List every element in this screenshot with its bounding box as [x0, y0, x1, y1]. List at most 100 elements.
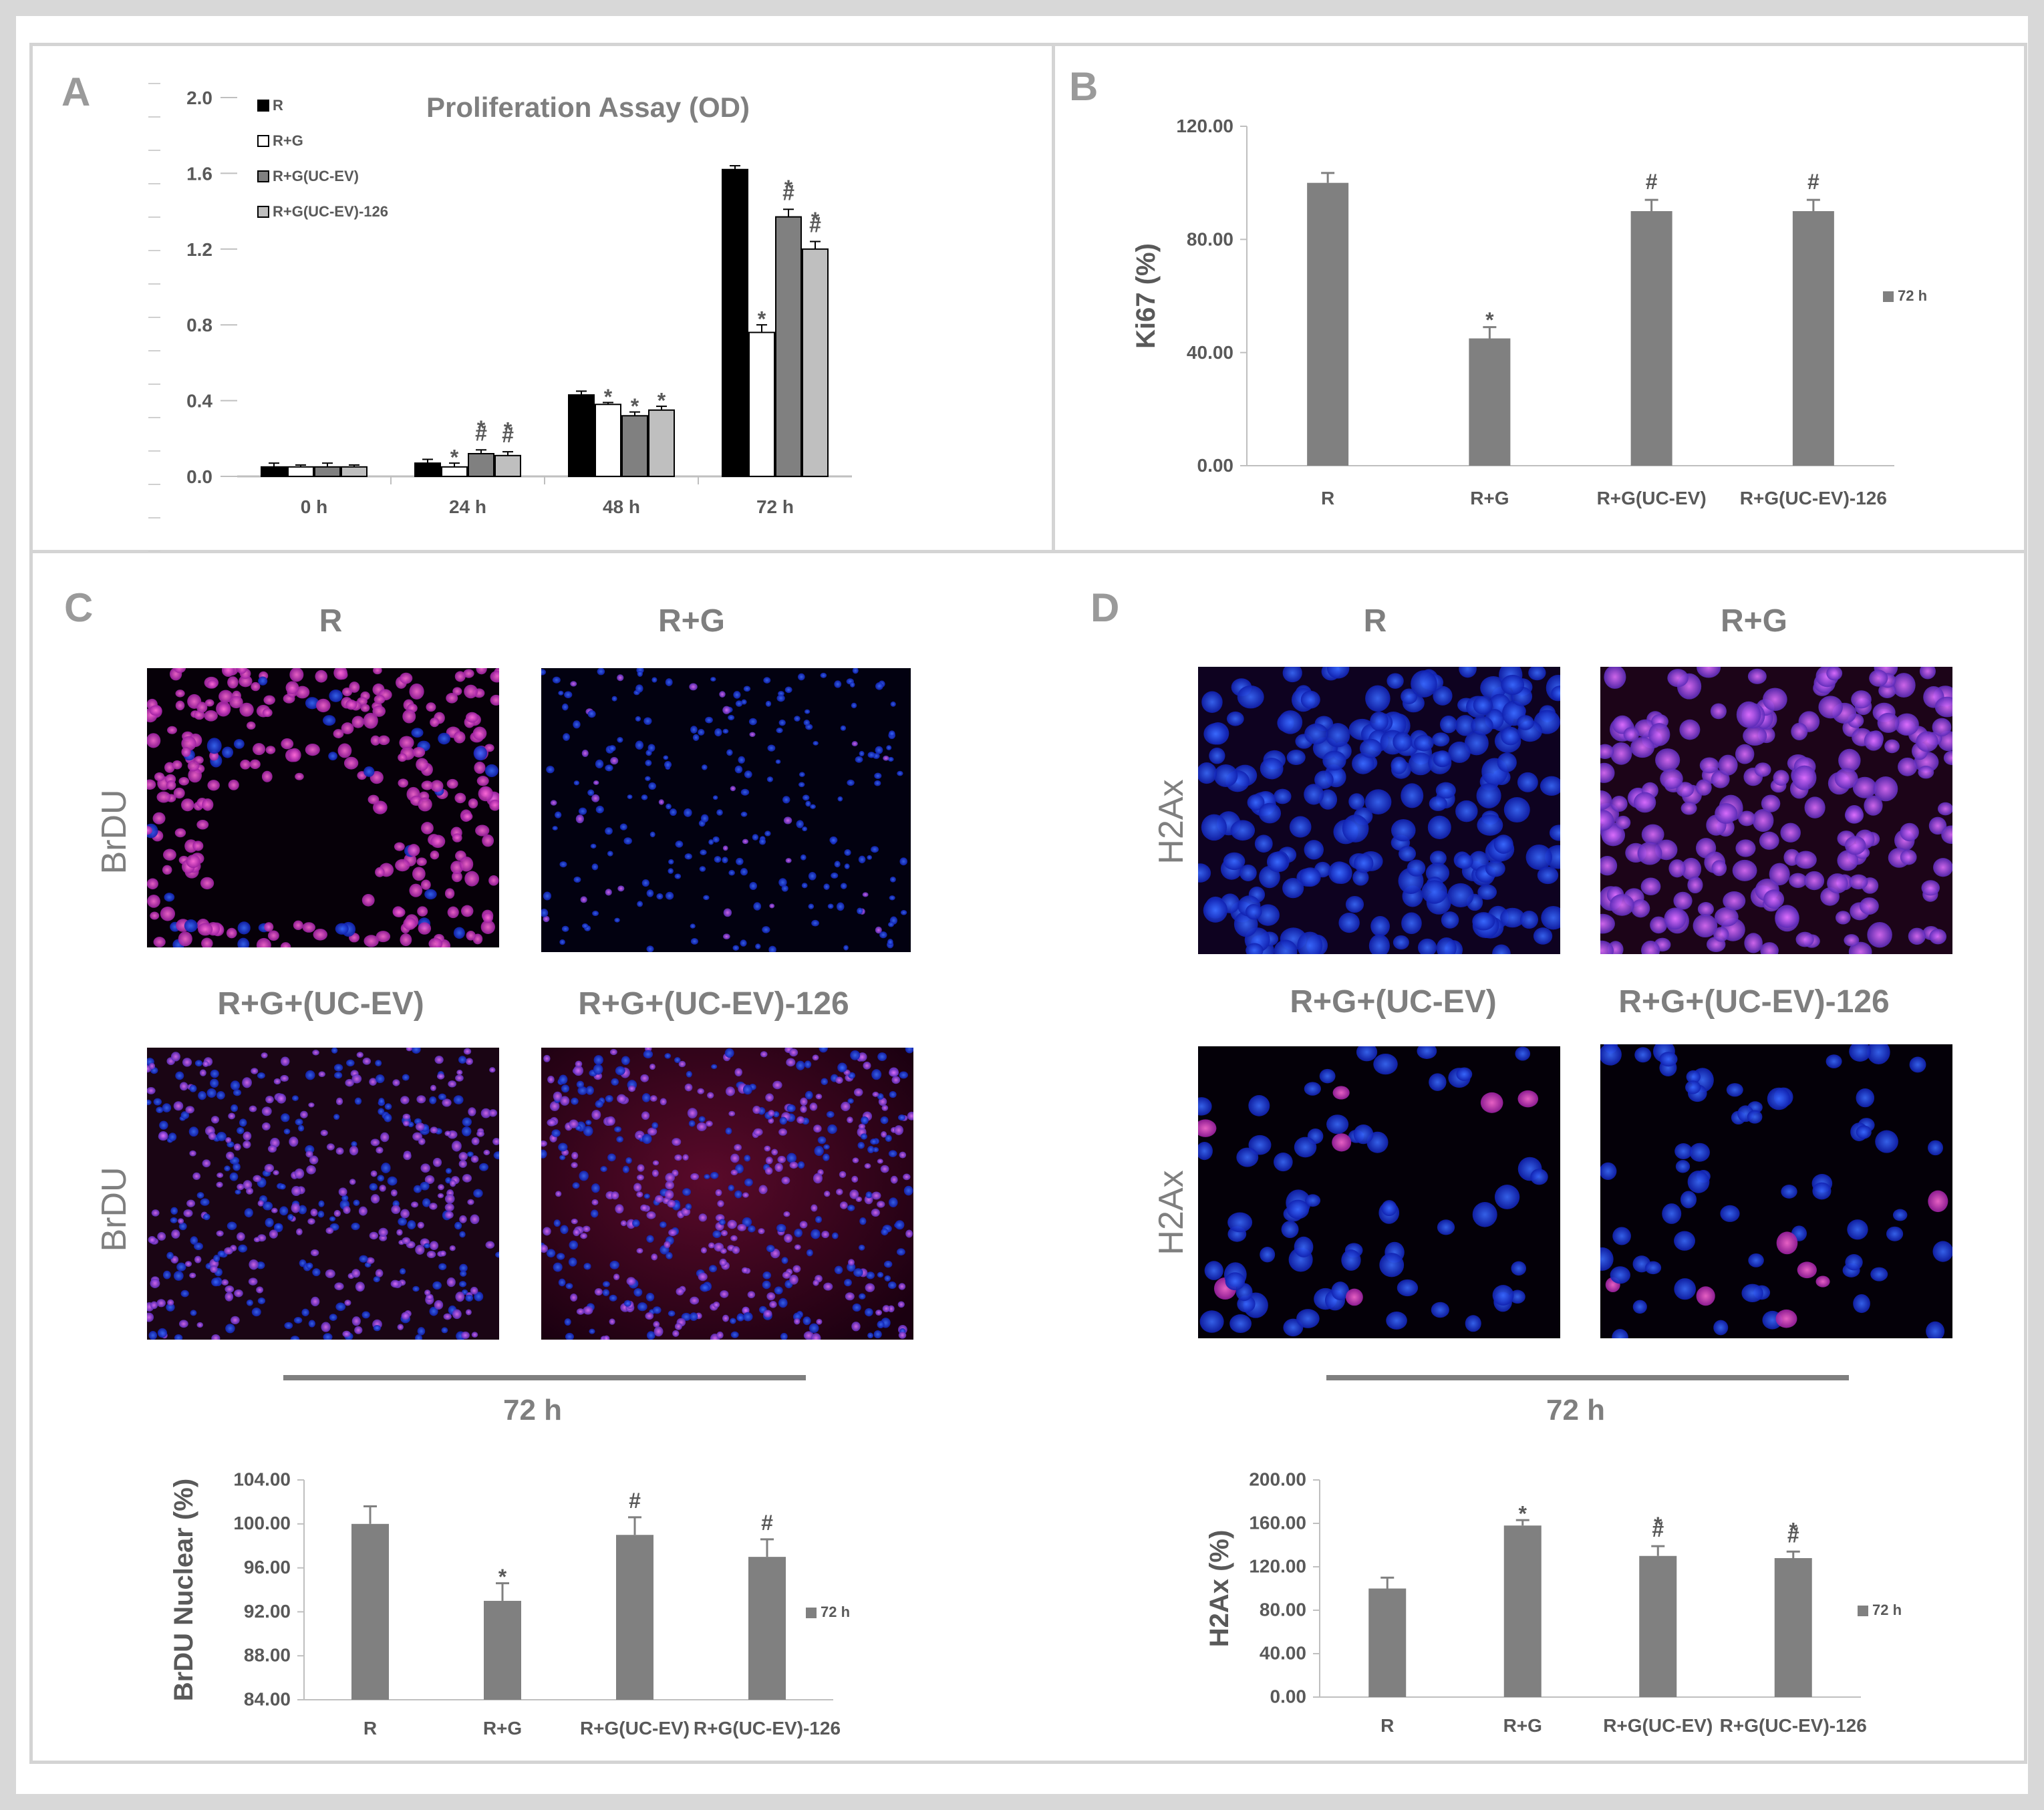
cell-nucleus: [556, 1253, 565, 1260]
cell-nucleus: [839, 1171, 847, 1178]
cell-nucleus: [429, 1203, 438, 1210]
cell-nucleus: [864, 1163, 871, 1169]
cell-nucleus: [1485, 860, 1505, 877]
micrograph-cells: [541, 668, 907, 952]
cell-nucleus: [229, 696, 243, 709]
cell-nucleus: [444, 1130, 451, 1137]
cell-nucleus: [202, 1060, 209, 1067]
cell-nucleus: [306, 1165, 316, 1175]
cell-nucleus: [1795, 851, 1817, 869]
cell-nucleus: [623, 1300, 631, 1307]
cell-nucleus: [176, 1262, 186, 1271]
cell-nucleus: [183, 1209, 193, 1217]
cell-nucleus: [730, 1318, 736, 1324]
cell-nucleus: [1674, 1231, 1695, 1251]
cell-nucleus: [1929, 929, 1947, 945]
cell-nucleus: [451, 871, 462, 883]
cell-nucleus: [471, 1332, 478, 1338]
cell-nucleus: [1687, 876, 1703, 894]
cell-nucleus: [748, 718, 757, 726]
cell-nucleus: [233, 739, 245, 749]
chartB-significance: *: [1485, 308, 1494, 332]
cell-nucleus: [690, 938, 698, 945]
cell-nucleus: [225, 1151, 235, 1160]
cell-nucleus: [619, 823, 627, 831]
cell-nucleus: [675, 841, 684, 848]
cell-nucleus: [689, 683, 698, 691]
micrograph-d-rg: [1600, 667, 1952, 954]
cell-nucleus: [476, 1130, 484, 1137]
cell-nucleus: [1600, 744, 1614, 759]
cell-nucleus: [432, 1157, 442, 1167]
cell-nucleus: [704, 1174, 710, 1179]
cell-nucleus: [633, 1288, 643, 1297]
cell-nucleus: [199, 1069, 206, 1076]
micrograph-cells: [1198, 1046, 1548, 1337]
cell-nucleus: [1804, 871, 1825, 891]
cell-nucleus: [1645, 1261, 1662, 1275]
cell-nucleus: [1447, 883, 1474, 907]
cell-nucleus: [730, 786, 736, 792]
cell-nucleus: [253, 743, 266, 756]
cell-nucleus: [174, 668, 186, 673]
cell-nucleus: [877, 1159, 883, 1164]
cell-nucleus: [400, 933, 412, 947]
cell-nucleus: [1668, 859, 1686, 878]
cell-nucleus: [571, 1152, 579, 1160]
chartC-significance: #: [761, 1511, 773, 1535]
cell-nucleus: [1327, 667, 1350, 679]
cell-nucleus: [1465, 1315, 1481, 1332]
cell-nucleus: [430, 1126, 438, 1134]
brdu-chart: 84.0088.0092.0096.00100.00104.00R*R+G#R+…: [169, 1469, 850, 1739]
cell-nucleus: [1203, 723, 1227, 745]
cell-nucleus: [1634, 1047, 1652, 1063]
cell-nucleus: [1892, 1209, 1908, 1221]
cell-nucleus: [737, 1223, 746, 1231]
cell-nucleus: [471, 1137, 480, 1145]
cell-nucleus: [1844, 836, 1866, 855]
chart-a-legend-swatch: [257, 135, 269, 147]
cell-nucleus: [1726, 1083, 1743, 1097]
cell-nucleus: [362, 1057, 372, 1065]
chartD-ytick: 160.00: [1249, 1512, 1306, 1533]
c-timepoint-bar: [283, 1375, 806, 1380]
cell-nucleus: [711, 1064, 718, 1070]
cell-nucleus: [443, 1313, 452, 1320]
cell-nucleus: [784, 686, 792, 694]
cell-nucleus: [865, 1308, 873, 1317]
cell-nucleus: [345, 700, 357, 710]
cell-nucleus: [412, 1286, 420, 1292]
cell-nucleus: [887, 756, 894, 762]
proliferation-chart: Proliferation Assay (OD) 0.00.40.81.21.6…: [148, 83, 852, 552]
cell-nucleus: [1714, 907, 1739, 927]
cell-nucleus: [1256, 904, 1280, 926]
cell-nucleus: [265, 1095, 274, 1104]
cell-nucleus: [774, 1163, 783, 1172]
cell-nucleus: [593, 780, 599, 785]
cell-nucleus: [559, 861, 567, 868]
cell-nucleus: [261, 1122, 271, 1130]
cell-nucleus: [1525, 844, 1552, 870]
cell-nucleus: [328, 752, 337, 761]
cell-nucleus: [175, 690, 185, 698]
chart-a-legend-label: R+G: [273, 132, 303, 149]
cell-nucleus: [147, 1312, 154, 1322]
cell-nucleus: [1826, 1054, 1842, 1068]
cell-nucleus: [611, 696, 617, 702]
cell-nucleus: [1673, 891, 1693, 910]
cell-nucleus: [312, 1050, 319, 1056]
cell-nucleus: [399, 1267, 406, 1275]
cell-nucleus: [1328, 861, 1350, 884]
cell-nucleus: [178, 931, 192, 947]
cell-nucleus: [420, 879, 431, 890]
cell-nucleus: [187, 760, 200, 772]
cell-nucleus: [216, 1132, 227, 1141]
cell-nucleus: [1258, 802, 1282, 824]
cell-nucleus: [406, 1048, 413, 1052]
cell-nucleus: [888, 1150, 897, 1157]
chartB-legend-swatch: [1883, 291, 1894, 302]
cell-nucleus: [776, 694, 785, 702]
micrograph-c-r: [147, 668, 499, 947]
cell-nucleus: [708, 1242, 715, 1249]
cell-nucleus: [174, 828, 186, 838]
